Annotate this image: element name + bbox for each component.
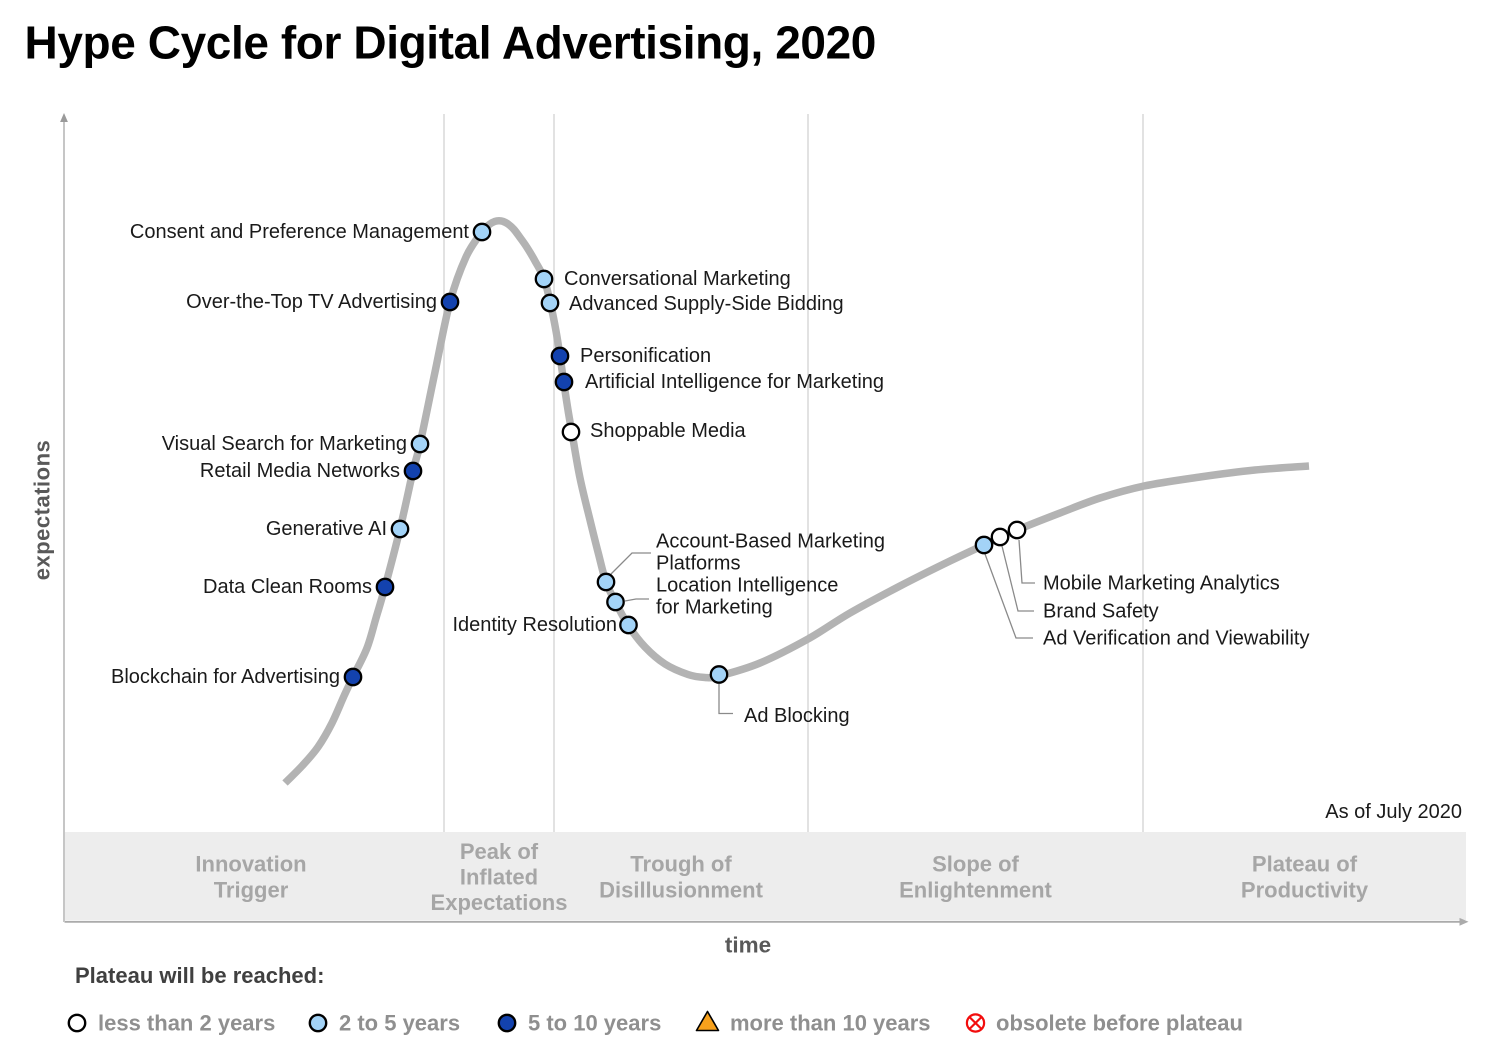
svg-text:expectations: expectations [30,440,55,581]
svg-text:Conversational Marketing: Conversational Marketing [564,268,791,290]
svg-text:Shoppable Media: Shoppable Media [590,420,747,442]
svg-text:Slope of: Slope of [932,852,1019,877]
svg-text:Visual Search for Marketing: Visual Search for Marketing [162,433,407,455]
svg-text:5 to 10 years: 5 to 10 years [528,1011,661,1036]
svg-text:Ad Verification and Viewabilit: Ad Verification and Viewability [1043,628,1309,650]
svg-text:Blockchain for Advertising: Blockchain for Advertising [111,666,340,688]
svg-text:for Marketing: for Marketing [656,597,773,619]
svg-text:2 to 5 years: 2 to 5 years [339,1011,460,1036]
svg-text:time: time [725,933,771,958]
svg-text:Platforms: Platforms [656,553,740,575]
svg-text:Peak of: Peak of [460,839,539,864]
svg-text:Personification: Personification [580,345,711,367]
svg-text:Artificial Intelligence for Ma: Artificial Intelligence for Marketing [585,371,884,393]
svg-text:Data Clean Rooms: Data Clean Rooms [203,576,372,598]
svg-text:Generative AI: Generative AI [266,518,387,540]
svg-text:Identity Resolution: Identity Resolution [452,614,617,636]
svg-text:Consent and Preference Managem: Consent and Preference Management [130,221,470,243]
svg-text:Location Intelligence: Location Intelligence [656,575,838,597]
svg-text:Mobile Marketing Analytics: Mobile Marketing Analytics [1043,573,1280,595]
svg-text:Ad Blocking: Ad Blocking [744,705,850,727]
svg-text:Brand Safety: Brand Safety [1043,601,1159,623]
svg-text:Innovation: Innovation [195,852,306,877]
svg-text:Disillusionment: Disillusionment [599,877,763,902]
svg-text:Trough of: Trough of [630,852,732,877]
svg-text:Productivity: Productivity [1241,877,1369,902]
svg-text:Inflated: Inflated [460,865,538,890]
svg-text:Enlightenment: Enlightenment [899,877,1052,902]
svg-text:obsolete before plateau: obsolete before plateau [996,1011,1243,1036]
svg-text:As of July 2020: As of July 2020 [1325,801,1462,823]
svg-text:more than 10 years: more than 10 years [730,1011,931,1036]
svg-text:Retail Media Networks: Retail Media Networks [200,460,400,482]
svg-text:Expectations: Expectations [431,890,568,915]
svg-text:Trigger: Trigger [214,877,289,902]
svg-text:Plateau will be reached:: Plateau will be reached: [75,963,324,988]
svg-text:Account-Based Marketing: Account-Based Marketing [656,531,885,553]
svg-text:Hype Cycle for Digital Adverti: Hype Cycle for Digital Advertising, 2020 [25,17,876,69]
svg-text:Plateau of: Plateau of [1252,852,1358,877]
svg-text:Advanced Supply-Side Bidding: Advanced Supply-Side Bidding [569,293,844,315]
svg-text:less than 2 years: less than 2 years [98,1011,275,1036]
svg-text:Over-the-Top TV Advertising: Over-the-Top TV Advertising [186,291,437,313]
